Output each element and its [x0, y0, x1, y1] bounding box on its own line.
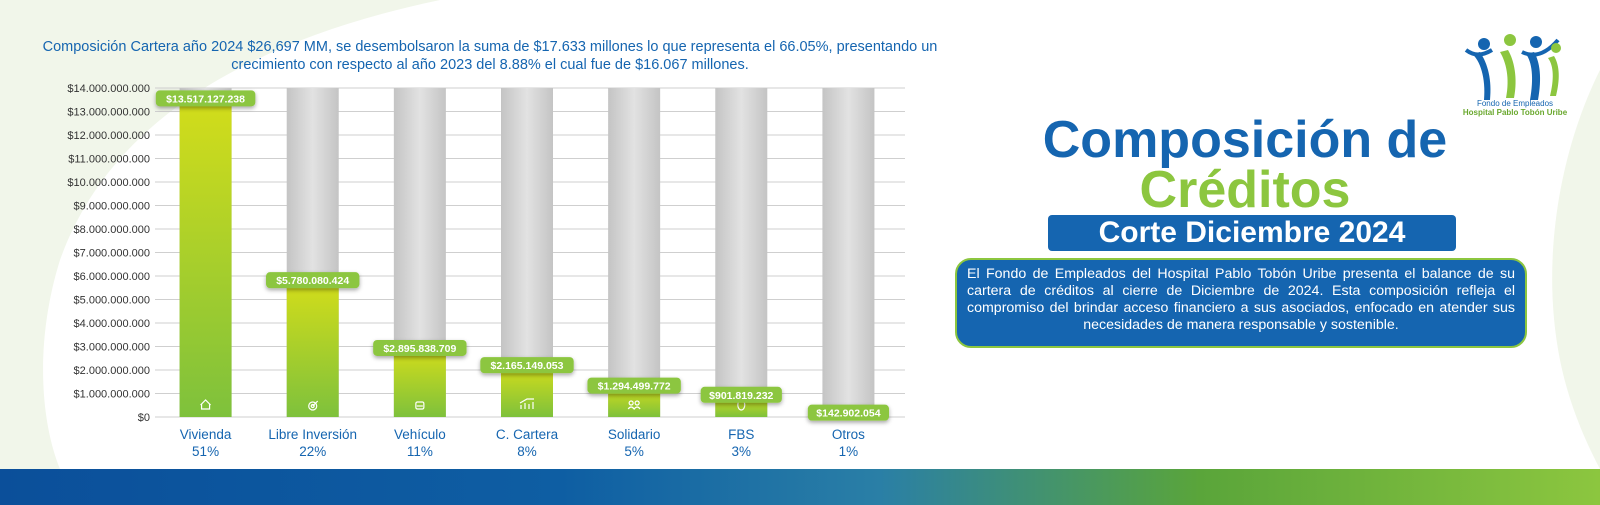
bar-chart: $0 $1.000.000.000 $2.000.000.000 $3.000.000…: [67, 83, 905, 459]
date-badge: Corte Diciembre 2024: [1048, 215, 1456, 251]
x-category-label: FBS: [728, 427, 754, 442]
value-label-badge: [700, 386, 782, 403]
y-tick-label: $0: [138, 412, 150, 424]
y-tick-label: $2.000.000.000: [74, 365, 150, 377]
y-tick-label: $5.000.000.000: [74, 295, 150, 307]
x-percent-label: 3%: [732, 444, 752, 459]
bar-background: [822, 88, 875, 417]
people-icon: [627, 400, 641, 410]
value-label-badge: [155, 90, 256, 107]
y-tick-label: $13.000.000.000: [67, 107, 150, 119]
description-box: El Fondo de Empleados del Hospital Pablo…: [955, 258, 1527, 348]
value-label: $142.902.054: [816, 408, 880, 420]
car-body: [415, 401, 425, 410]
value-label-badge: [266, 272, 360, 289]
target-ring: [308, 401, 318, 411]
bar-background: [608, 88, 661, 417]
x-percent-label: 11%: [407, 444, 433, 459]
value-label: $5.780.080.424: [276, 275, 349, 287]
x-percent-label: 8%: [517, 444, 537, 459]
logo-line-2: Hospital Pablo Tobón Uribe: [1462, 108, 1568, 117]
y-tick-label: $9.000.000.000: [74, 201, 150, 213]
value-label: $13.517.127.238: [166, 93, 245, 105]
y-tick-label: $11.000.000.000: [68, 154, 150, 166]
value-label-badge: [373, 339, 467, 356]
bar: [179, 99, 232, 418]
y-tick-label: $7.000.000.000: [74, 248, 150, 260]
value-label: $2.895.838.709: [383, 343, 456, 355]
y-tick-label: $6.000.000.000: [74, 271, 150, 283]
headline: Composición de Créditos: [1000, 111, 1490, 219]
person-head: [634, 400, 640, 406]
headline-line-1: Composición de: [1042, 111, 1448, 169]
y-tick-label: $10.000.000.000: [67, 177, 150, 189]
y-tick-label: $3.000.000.000: [74, 342, 150, 354]
bar-background: [715, 88, 768, 417]
house-shape: [200, 399, 211, 410]
bar: [393, 348, 446, 417]
logo-line-1: Fondo de Empleados: [1476, 99, 1554, 108]
value-label-badge: [480, 357, 574, 374]
bar: [286, 281, 339, 417]
x-category-label: Solidario: [608, 427, 661, 442]
value-label-badge: [587, 377, 681, 394]
y-tick-label: $1.000.000.000: [74, 389, 150, 401]
x-percent-label: 5%: [624, 444, 644, 459]
value-label: $1.294.499.772: [598, 381, 671, 393]
x-category-label: Otros: [832, 427, 865, 442]
person-head: [628, 400, 634, 406]
target-icon: [308, 400, 319, 411]
growth-shape: [519, 398, 534, 409]
x-percent-label: 51%: [192, 444, 219, 459]
x-percent-label: 1%: [839, 444, 859, 459]
logo-text: Fondo de Empleados Hospital Pablo Tobón …: [1430, 99, 1600, 117]
headline-line-2: Créditos: [1139, 161, 1351, 219]
x-percent-label: 22%: [299, 444, 326, 459]
value-label: $901.819.232: [709, 390, 773, 402]
target-arrow: [312, 400, 319, 407]
bottom-gradient-band: [0, 469, 1600, 505]
people-body: [627, 406, 641, 410]
x-category-label: C. Cartera: [496, 427, 559, 442]
y-tick-label: $14.000.000.000: [67, 83, 150, 95]
fondo-logo: [1464, 34, 1561, 100]
chart-title: Composición Cartera año 2024 $26,697 MM,…: [42, 39, 938, 73]
y-tick-label: $8.000.000.000: [74, 224, 150, 236]
target-center: [310, 403, 315, 409]
x-category-label: Libre Inversión: [268, 427, 357, 442]
value-label: $2.165.149.053: [491, 360, 564, 372]
value-label-badge: [807, 404, 890, 421]
x-category-label: Vivienda: [180, 427, 232, 442]
y-tick-label: $4.000.000.000: [74, 318, 150, 330]
growth-chart-icon: [519, 398, 534, 409]
y-tick-label: $12.000.000.000: [67, 130, 150, 142]
house-icon: [200, 399, 211, 410]
x-category-label: Vehículo: [394, 427, 446, 442]
bar: [501, 366, 553, 417]
car-icon: [415, 401, 425, 410]
